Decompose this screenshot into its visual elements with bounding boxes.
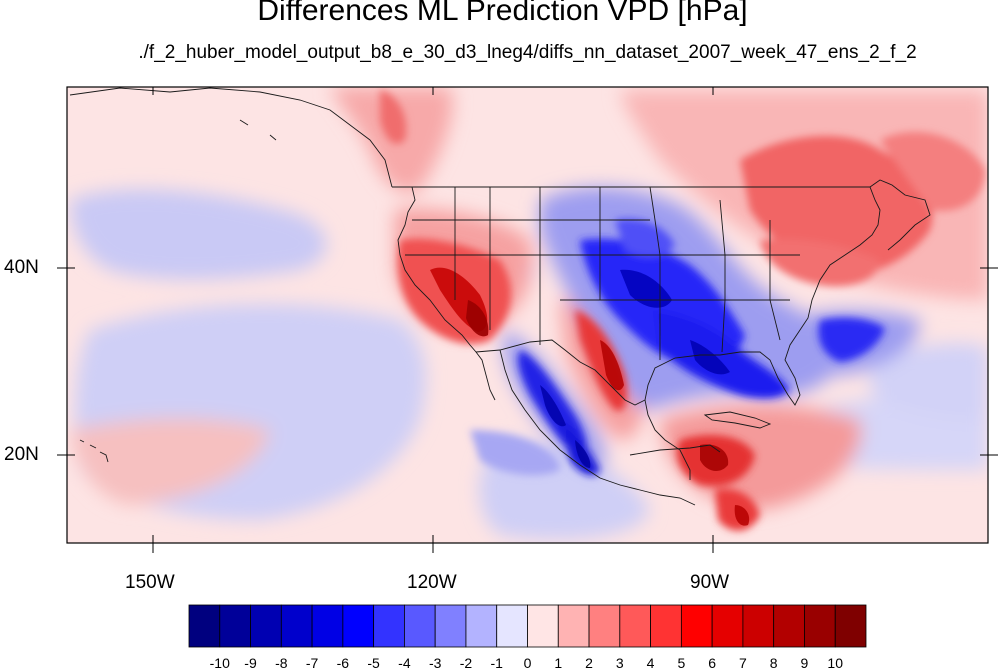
- colorbar-swatch: [804, 604, 836, 648]
- axis-ticks: [57, 267, 998, 553]
- colorbar-swatch: [311, 604, 344, 648]
- colorbar-swatch: [434, 604, 467, 648]
- colorbar-swatch: [250, 604, 282, 648]
- lon-label-90w: 90W: [690, 572, 730, 593]
- colorbar-swatch: [404, 604, 436, 648]
- colorbar-tick-label: 5: [677, 655, 686, 671]
- colorbar-tick-label: 4: [646, 655, 655, 671]
- colorbar-tick-label: -4: [398, 655, 411, 671]
- colorbar-swatch: [188, 604, 221, 648]
- colorbar-swatch: [650, 604, 682, 648]
- lat-label-40n: 40N: [4, 257, 39, 278]
- colorbar-tick-label: 2: [585, 655, 593, 671]
- colorbar-swatch: [773, 604, 805, 648]
- colorbar-tick-label: -1: [490, 655, 503, 671]
- colorbar-swatch: [465, 604, 498, 648]
- colorbar-tick-label: -8: [275, 655, 288, 671]
- colorbar-tick-label: 7: [739, 655, 747, 671]
- lon-label-150w: 150W: [125, 572, 175, 593]
- colorbar-tick-label: 1: [554, 655, 563, 671]
- plot-subtitle: ./f_2_huber_model_output_b8_e_30_d3_lneg…: [138, 42, 917, 63]
- map-panel: [67, 87, 988, 543]
- plot-title: Differences ML Prediction VPD [hPa]: [257, 0, 748, 27]
- colorbar-swatch: [680, 604, 713, 648]
- colorbar-tick-label: 3: [615, 655, 624, 671]
- colorbar-tick-label: -3: [428, 655, 442, 671]
- colorbar-tick-label: -5: [367, 655, 380, 671]
- colorbar-swatch: [342, 604, 375, 648]
- colorbar-swatch: [496, 604, 528, 648]
- lon-label-120w: 120W: [407, 572, 457, 593]
- colorbar-swatch: [742, 604, 775, 648]
- colorbar-swatch: [219, 604, 251, 648]
- map-frame: [66, 86, 989, 544]
- colorbar-tick-label: 9: [800, 655, 809, 671]
- colorbar-swatch: [527, 604, 559, 648]
- colorbar-swatch: [373, 604, 405, 648]
- colorbar-tick-label: 8: [769, 655, 778, 671]
- colorbar: [188, 604, 867, 648]
- colorbar-tick-label: 6: [708, 655, 717, 671]
- colorbar-tick-label: -9: [244, 655, 257, 671]
- colorbar-swatch: [557, 604, 590, 648]
- colorbar-tick-label: -6: [336, 655, 350, 671]
- colorbar-swatch: [280, 604, 313, 648]
- colorbar-tick-label: -7: [305, 655, 319, 671]
- colorbar-tick-label: -2: [459, 655, 473, 671]
- map-tick-marks: [67, 87, 988, 543]
- colorbar-tick-label: 0: [523, 655, 532, 671]
- colorbar-tick-label: 10: [827, 655, 843, 671]
- lat-label-20n: 20N: [4, 444, 39, 465]
- coastlines-and-borders: [69, 87, 931, 506]
- colorbar-swatch: [834, 604, 867, 648]
- colorbar-swatch: [619, 604, 651, 648]
- colorbar-tick-label: -10: [209, 655, 230, 671]
- colorbar-swatch: [588, 604, 621, 648]
- contour-field-extremes: [430, 267, 750, 526]
- colorbar-swatch: [711, 604, 744, 648]
